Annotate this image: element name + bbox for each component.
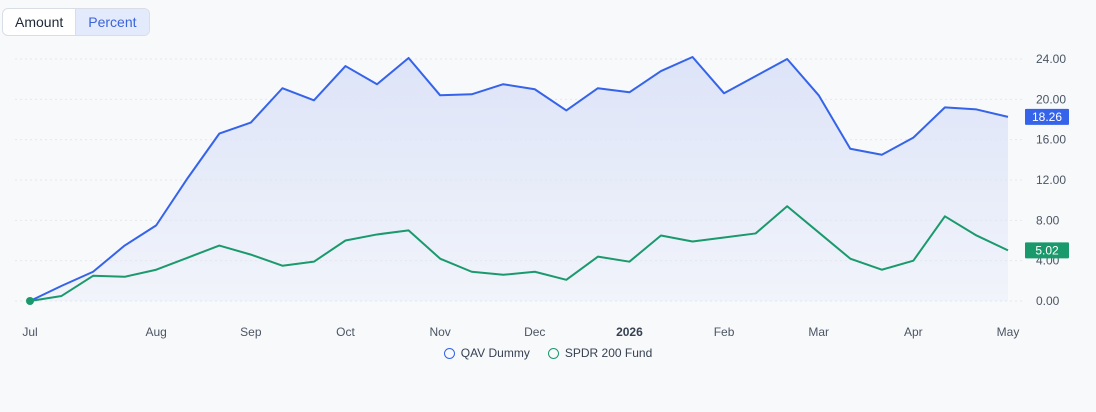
x-tick-label: Nov bbox=[429, 325, 450, 339]
x-tick-label: Jul bbox=[22, 325, 37, 339]
percent-toggle-button[interactable]: Percent bbox=[75, 9, 149, 35]
y-tick-label: 12.00 bbox=[1036, 173, 1066, 187]
end-value-badge bbox=[1025, 242, 1069, 259]
x-axis: Jul Aug Sep Oct Nov Dec 2026 Feb Mar Apr May bbox=[22, 325, 1019, 339]
amount-toggle-button[interactable]: Amount bbox=[15, 14, 64, 30]
series-line-spdr-200-fund bbox=[29, 205, 1009, 302]
end-value-label: 18.26 bbox=[1032, 110, 1062, 124]
x-tick-label: Mar bbox=[808, 325, 829, 339]
end-value-badge bbox=[1025, 108, 1069, 125]
view-toggle: Amount Percent bbox=[2, 8, 150, 36]
qav-area-fill bbox=[30, 56, 1008, 301]
x-tick-label: Oct bbox=[336, 325, 355, 339]
legend-label: SPDR 200 Fund bbox=[564, 346, 653, 360]
x-tick-label: Feb bbox=[714, 325, 735, 339]
legend-item-spdr[interactable]: SPDR 200 Fund bbox=[547, 346, 653, 360]
legend-circle-icon bbox=[443, 347, 455, 359]
x-tick-label: Sep bbox=[240, 325, 262, 339]
start-point-marker bbox=[26, 297, 34, 305]
x-tick-label: Dec bbox=[524, 325, 545, 339]
x-tick-label: Apr bbox=[904, 325, 923, 339]
legend-label: QAV Dummy bbox=[460, 346, 530, 360]
area-layer bbox=[30, 56, 1008, 301]
y-tick-label: 0.00 bbox=[1036, 294, 1060, 308]
y-tick-label: 24.00 bbox=[1036, 52, 1066, 66]
y-tick-label: 8.00 bbox=[1036, 213, 1060, 227]
legend-circle-icon bbox=[547, 347, 559, 359]
x-tick-label: Aug bbox=[146, 325, 167, 339]
end-value-label: 5.02 bbox=[1035, 243, 1059, 257]
y-tick-label: 20.00 bbox=[1036, 92, 1066, 106]
end-labels: 18.26 5.02 bbox=[1025, 108, 1069, 259]
legend: QAV Dummy SPDR 200 Fund bbox=[0, 346, 1096, 360]
x-tick-label: 2026 bbox=[616, 325, 643, 339]
series-line-qav-dummy bbox=[29, 55, 1009, 302]
x-tick-label: May bbox=[997, 325, 1020, 339]
y-tick-label: 16.00 bbox=[1036, 133, 1066, 147]
legend-item-qav[interactable]: QAV Dummy bbox=[443, 346, 530, 360]
lines-layer bbox=[26, 55, 1009, 305]
